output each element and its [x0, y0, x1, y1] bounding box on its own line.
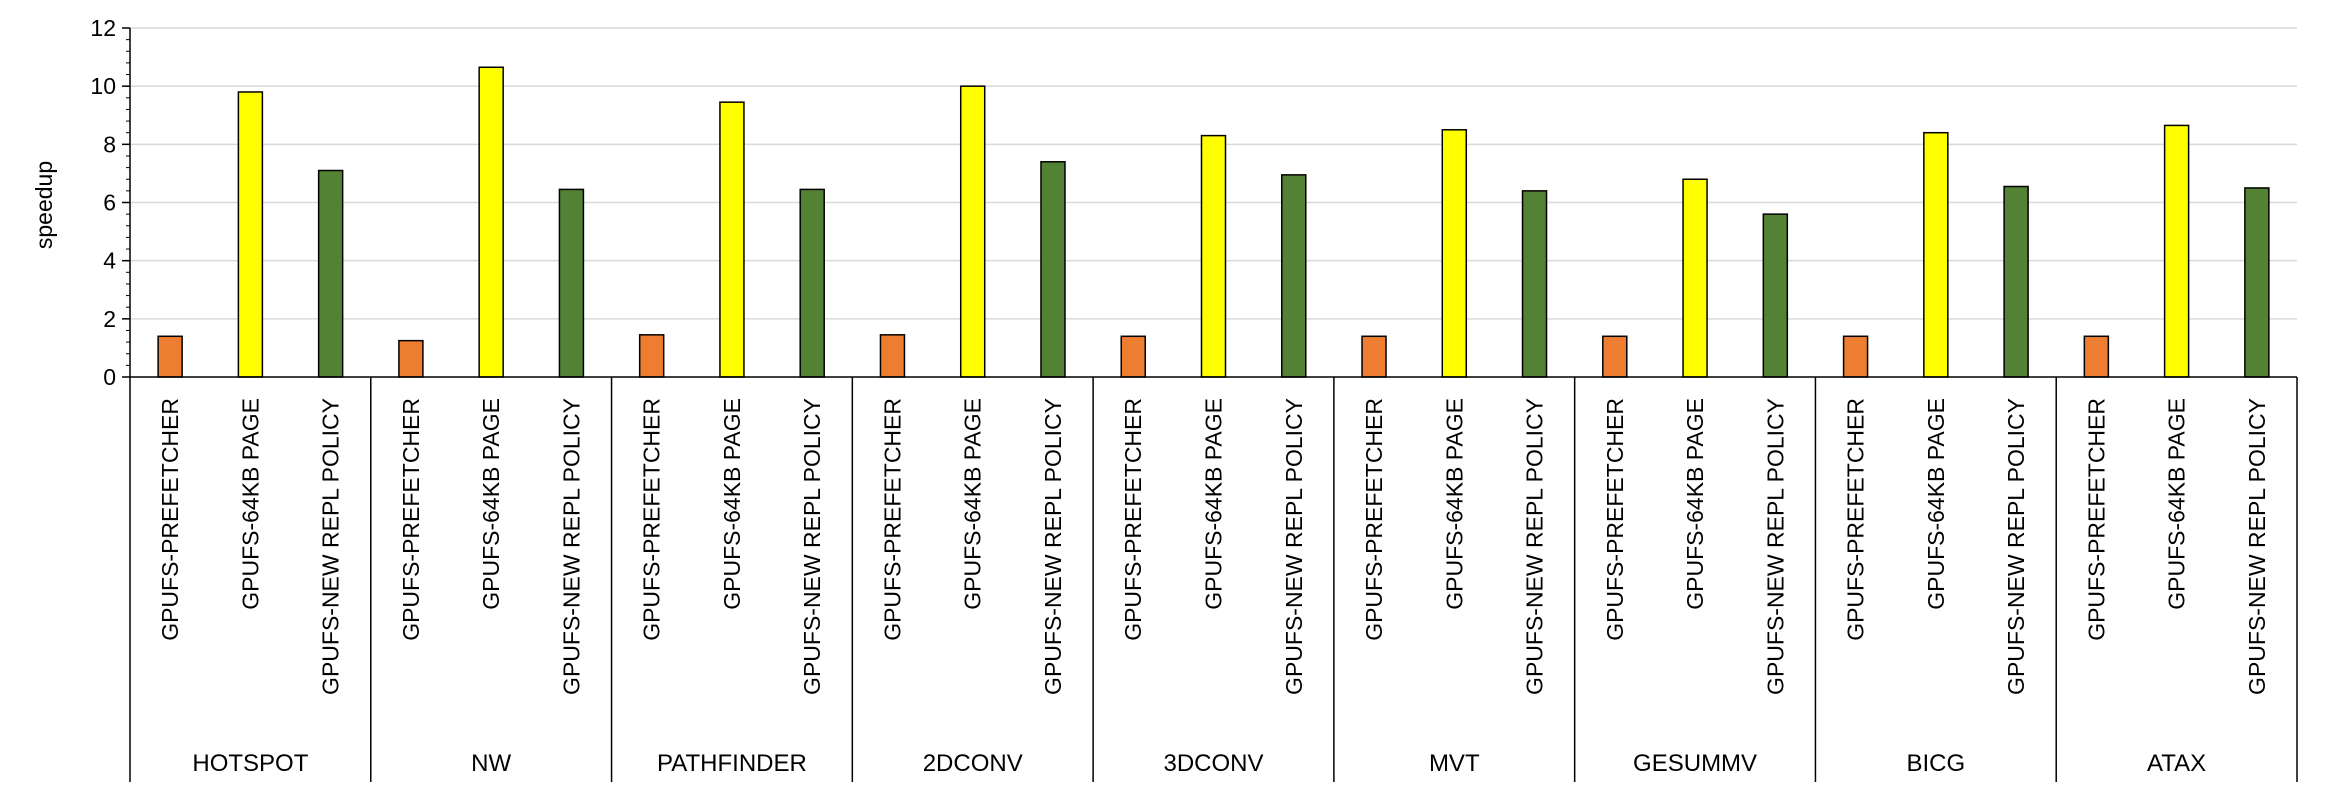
x-group-label: GESUMMV: [1633, 750, 1757, 777]
x-category-label: GPUFS-NEW REPL POLICY: [558, 398, 584, 695]
x-group-label: NW: [471, 750, 511, 777]
x-group-label: HOTSPOT: [192, 750, 308, 777]
bar-mvt-3: [1521, 190, 1548, 378]
bar-nw-1: [398, 339, 424, 378]
x-category-label: GPUFS-NEW REPL POLICY: [1522, 398, 1548, 695]
x-category-label: GPUFS-PREFETCHER: [2083, 398, 2109, 641]
bar-bicg-1: [1842, 335, 1869, 378]
x-category-label: GPUFS-64KB PAGE: [1201, 398, 1227, 610]
y-tick-label: 0: [103, 364, 116, 390]
x-group-label: MVT: [1429, 750, 1480, 777]
bar-atax-2: [2163, 124, 2190, 378]
x-group-label: PATHFINDER: [657, 750, 807, 777]
bar-2dconv-2: [959, 85, 986, 378]
bar-3dconv-2: [1200, 134, 1227, 378]
x-group-label: 2DCONV: [923, 750, 1023, 777]
bar-hotspot-2: [237, 91, 264, 378]
bar-pathfinder-2: [719, 101, 745, 378]
bar-nw-2: [478, 66, 504, 378]
labels: 0 2 4 6 8 10 12 GPUFS-PREFETCHER GPUFS-64KB PAGE…: [90, 15, 2269, 777]
y-tick-label: 12: [90, 15, 116, 41]
x-category-label: GPUFS-64KB PAGE: [1441, 398, 1467, 610]
x-category-label: GPUFS-PREFETCHER: [879, 398, 905, 641]
x-group-label: 3DCONV: [1163, 750, 1263, 777]
x-category-label: GPUFS-NEW REPL POLICY: [1281, 398, 1307, 695]
x-group-label: BICG: [1906, 750, 1965, 777]
bar-mvt-1: [1361, 335, 1387, 378]
bar-bicg-2: [1923, 131, 1949, 378]
bar-gesummv-2: [1682, 178, 1708, 378]
bar-2dconv-3: [1040, 161, 1066, 378]
x-category-label: GPUFS-NEW REPL POLICY: [1762, 398, 1788, 695]
x-category-label: GPUFS-64KB PAGE: [719, 398, 745, 610]
x-category-label: GPUFS-64KB PAGE: [1682, 398, 1708, 610]
bar-pathfinder-1: [638, 334, 665, 378]
x-category-label: GPUFS-PREFETCHER: [157, 398, 183, 641]
y-tick-label: 8: [103, 131, 116, 157]
bar-atax-3: [2244, 187, 2270, 378]
bar-3dconv-1: [1120, 335, 1146, 378]
bar-gesummv-3: [1762, 213, 1789, 378]
bar-hotspot-1: [157, 335, 183, 378]
bar-pathfinder-3: [799, 188, 825, 378]
bar-bicg-3: [2003, 185, 2029, 378]
x-category-label: GPUFS-PREFETCHER: [1843, 398, 1869, 641]
bar-3dconv-3: [1281, 174, 1307, 378]
axes: [122, 27, 2298, 782]
x-category-label: GPUFS-PREFETCHER: [1361, 398, 1387, 641]
x-category-label: GPUFS-64KB PAGE: [1923, 398, 1949, 610]
x-category-label: GPUFS-NEW REPL POLICY: [1040, 398, 1066, 695]
bars: [157, 66, 2270, 378]
bar-2dconv-1: [879, 334, 906, 378]
x-category-label: GPUFS-PREFETCHER: [1120, 398, 1146, 641]
y-tick-label: 6: [103, 190, 116, 216]
y-tick-label: 2: [103, 306, 116, 332]
x-category-label: GPUFS-PREFETCHER: [1602, 398, 1628, 641]
x-category-label: GPUFS-64KB PAGE: [960, 398, 986, 610]
bar-nw-3: [558, 188, 585, 378]
x-group-label: ATAX: [2147, 750, 2206, 777]
x-category-label: GPUFS-NEW REPL POLICY: [799, 398, 825, 695]
bar-atax-1: [2083, 335, 2110, 378]
x-category-label: GPUFS-PREFETCHER: [639, 398, 665, 641]
bar-mvt-2: [1441, 129, 1468, 378]
x-category-label: GPUFS-NEW REPL POLICY: [2244, 398, 2270, 695]
y-axis-title: speedup: [31, 161, 57, 249]
x-category-label: GPUFS-NEW REPL POLICY: [2003, 398, 2029, 695]
x-category-label: GPUFS-64KB PAGE: [2164, 398, 2190, 610]
x-category-label: GPUFS-64KB PAGE: [237, 398, 263, 610]
bar-gesummv-1: [1602, 335, 1628, 378]
x-category-label: GPUFS-64KB PAGE: [478, 398, 504, 610]
y-tick-label: 10: [90, 73, 116, 99]
x-category-label: GPUFS-PREFETCHER: [398, 398, 424, 641]
y-tick-label: 4: [103, 248, 116, 274]
bar-hotspot-3: [317, 169, 344, 378]
x-category-label: GPUFS-NEW REPL POLICY: [318, 398, 344, 695]
